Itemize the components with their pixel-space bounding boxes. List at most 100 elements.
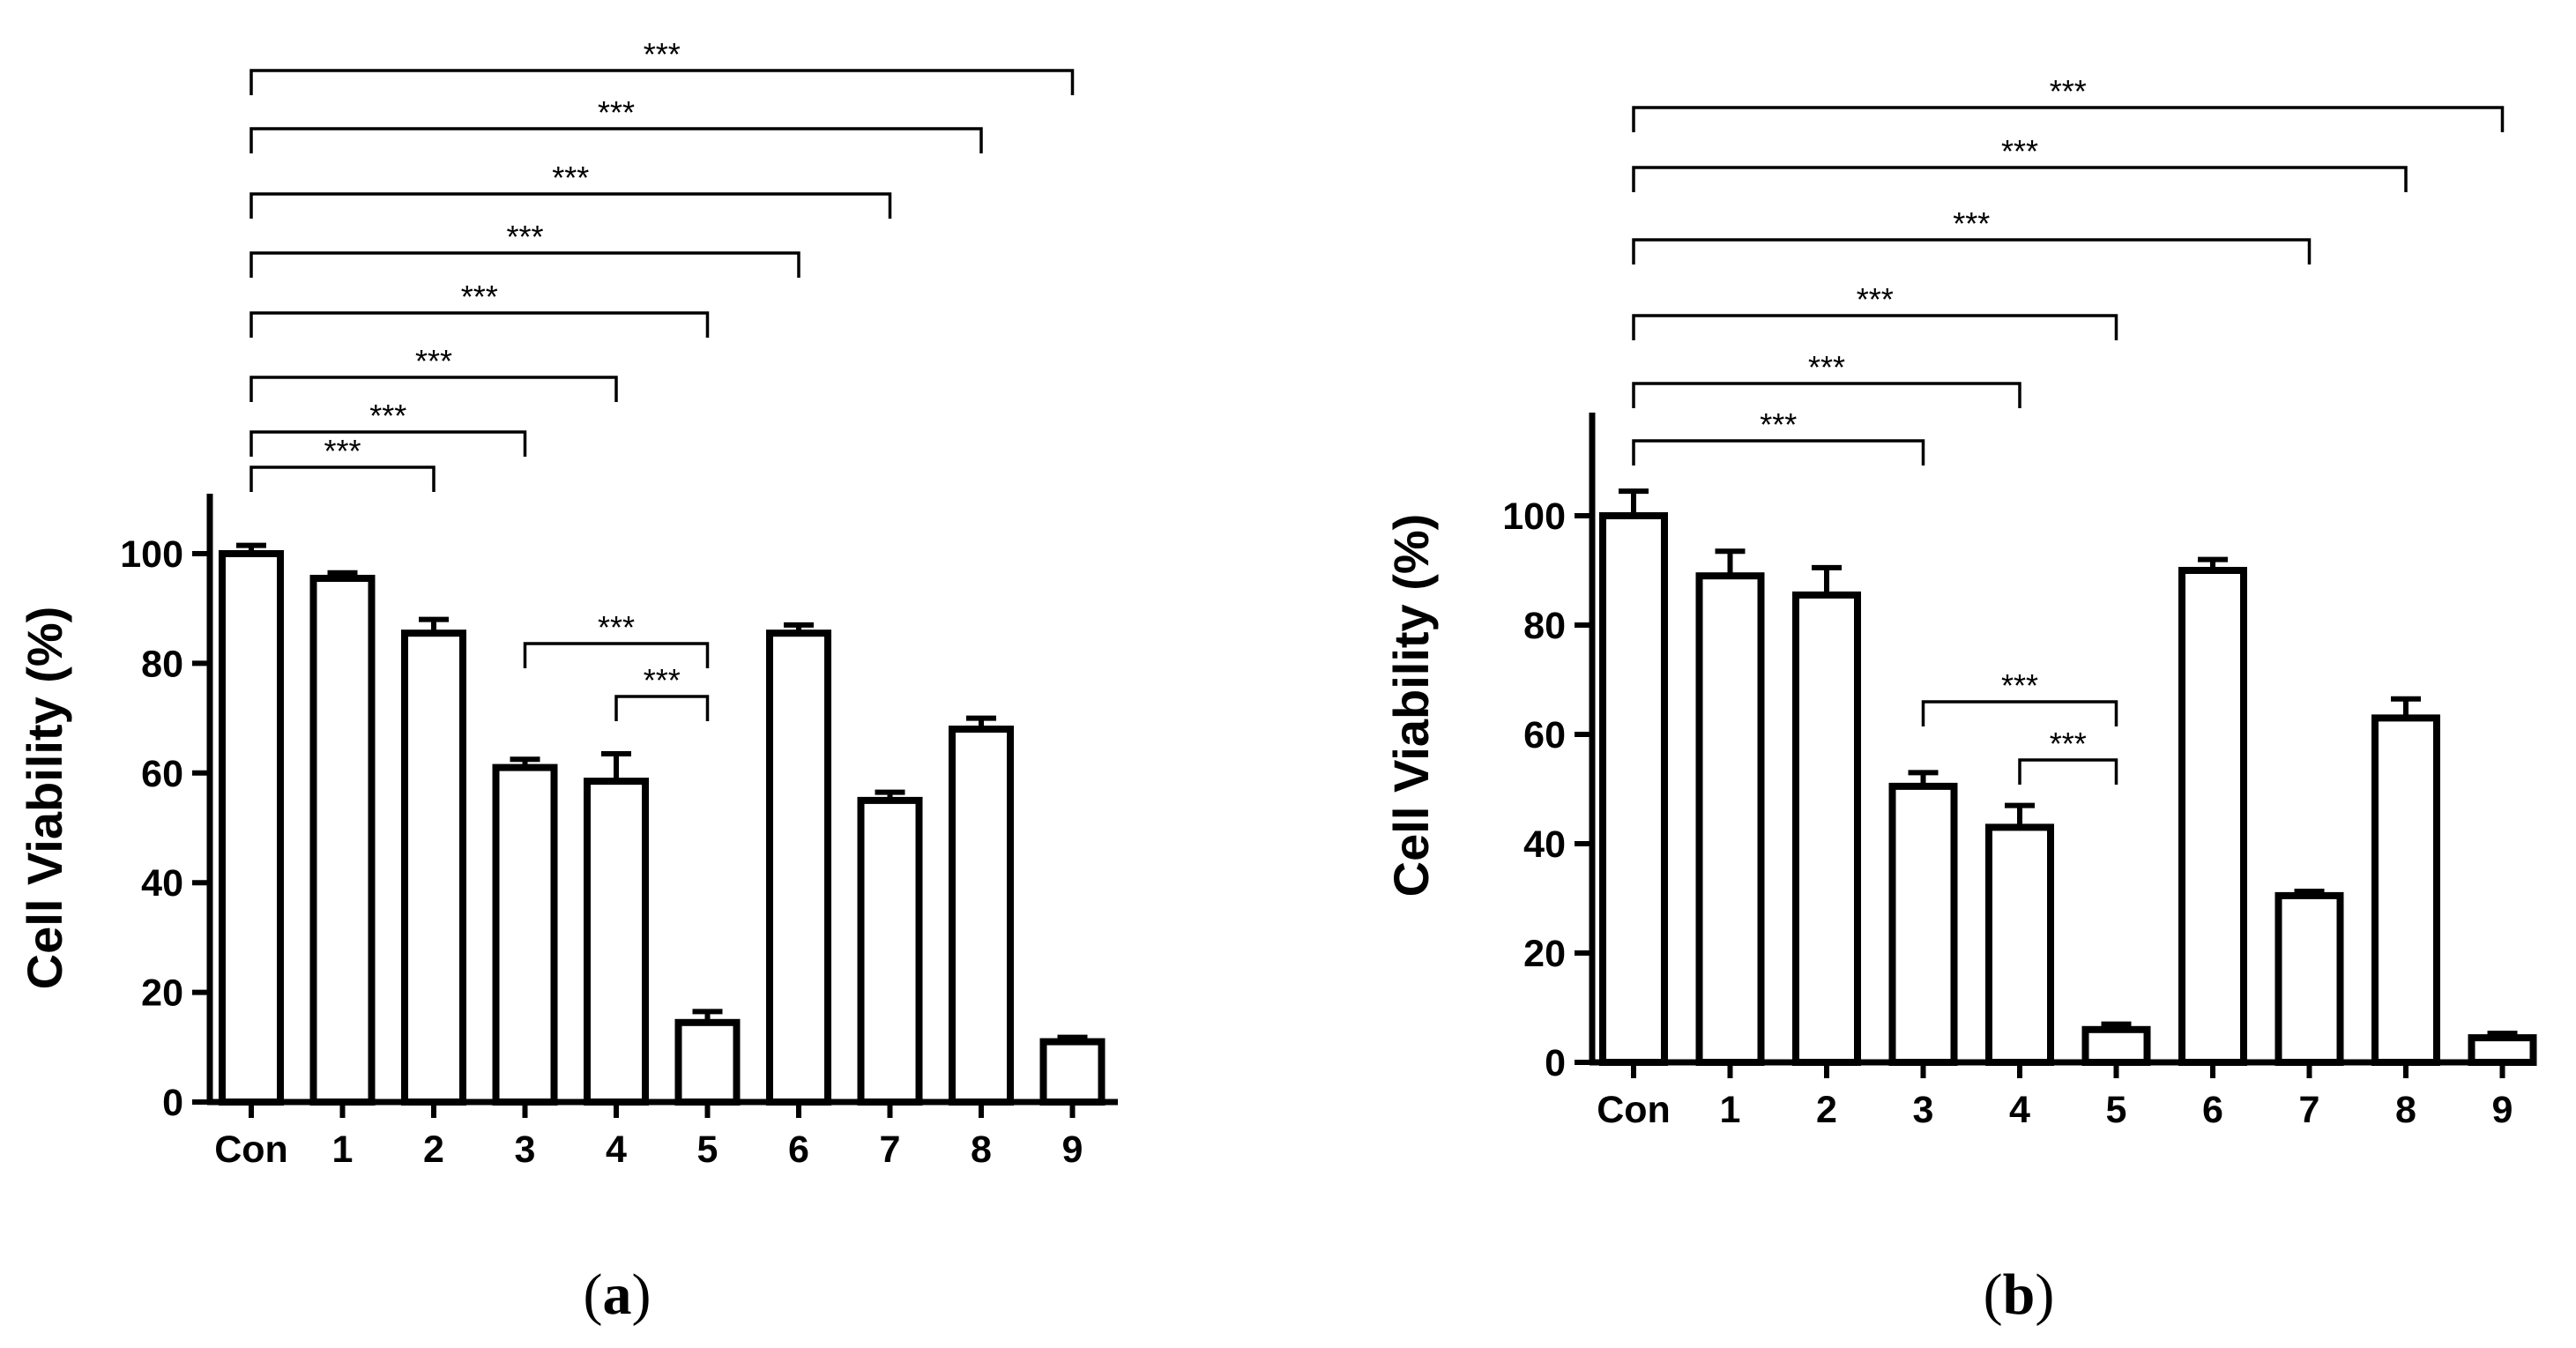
- panel-b-panel-paren-open: (: [1984, 1262, 2003, 1327]
- panel-b-significance-bracket: [1632, 238, 2312, 264]
- panel-b-significance-label: ***: [1760, 406, 1797, 443]
- panel-a-x-tick-label: 9: [1062, 1128, 1083, 1171]
- panel-a-bar: [492, 763, 558, 1106]
- panel-a-significance-bracket: [614, 695, 710, 721]
- panel-b-significance-bracket: [1632, 166, 2408, 192]
- panel-b-bar: [2371, 714, 2440, 1067]
- panel-a-bar: [219, 550, 284, 1106]
- panel-b-significance-label: ***: [1857, 281, 1894, 317]
- panel-b-x-tick-label: Con: [1597, 1089, 1671, 1131]
- panel-b-panel-label: (b): [1984, 1262, 2055, 1327]
- panel-b-x-tick-label: 5: [2106, 1089, 2127, 1131]
- panel-a-bar: [401, 629, 466, 1106]
- panel-a-significance-label: ***: [415, 343, 452, 379]
- panel-b-significance-bracket: [1632, 106, 2505, 132]
- panel-b-significance-label: ***: [2001, 133, 2038, 169]
- panel-a-y-tick-label: 60: [141, 753, 183, 795]
- panel-a-x-tick-label: 6: [788, 1128, 809, 1171]
- panel-a-significance-bracket: [249, 69, 1075, 95]
- panel-a-significance-bracket: [523, 642, 710, 668]
- panel-b-y-tick-label: 100: [1502, 495, 1566, 538]
- panel-b-y-tick-label: 20: [1523, 933, 1566, 975]
- panel-b-x-tick-label: 3: [1913, 1089, 1934, 1131]
- panel-b-chart: 0 20 40 60 80 100 Con 1 2 3 4 5 6 7 8 9 Cell Viability (…: [1383, 73, 2537, 1327]
- panel-b-x-tick-label: 8: [2395, 1089, 2416, 1131]
- panel-a-x-tick-label: Con: [214, 1128, 288, 1171]
- panel-a-y-tick-label: 0: [162, 1082, 183, 1124]
- panel-a-bar: [857, 796, 923, 1106]
- panel-a-significance-bracket: [249, 127, 983, 153]
- panel-b-x-tick-label: 7: [2299, 1089, 2320, 1131]
- panel-a-y-axis-label: Cell Viability (%): [17, 607, 72, 990]
- panel-a-bar: [949, 726, 1014, 1106]
- panel-b-significance-bracket: [1632, 439, 1925, 465]
- panel-a-significance-label: ***: [506, 219, 543, 255]
- panel-b-x-tick-label: 1: [1720, 1089, 1741, 1131]
- panel-a-bar: [309, 574, 376, 1106]
- panel-a-x-tick-label: 2: [423, 1128, 444, 1171]
- panel-b-panel-paren-close: ): [2035, 1262, 2054, 1327]
- panel-b-significance-label: ***: [1953, 205, 1990, 242]
- panel-a-bar: [674, 1018, 741, 1106]
- panel-b-significance-bracket: [2018, 758, 2118, 785]
- panel-a-y-tick-label: 100: [120, 533, 183, 576]
- panel-b-bar: [2468, 1034, 2537, 1066]
- panel-b-significance-bracket: [1921, 700, 2118, 726]
- panel-a-x-tick-label: 3: [515, 1128, 536, 1171]
- panel-b-significance-bracket: [1632, 314, 2118, 340]
- panel-a-y-tick-label: 20: [141, 972, 183, 1015]
- panel-a-x-tick-label: 5: [697, 1128, 718, 1171]
- panel-b-bar: [1985, 823, 2054, 1067]
- panel-b-significance-bracket: [1632, 382, 2021, 408]
- panel-a-y-tick-label: 40: [141, 862, 183, 905]
- panel-b-bar: [2081, 1025, 2151, 1067]
- panel-a-significance-label: ***: [461, 279, 498, 315]
- panel-a-panel-paren-close: ): [632, 1262, 651, 1327]
- panel-b-x-tick-label: 9: [2492, 1089, 2513, 1131]
- panel-b-bar: [1599, 512, 1668, 1066]
- panel-b-bar: [2178, 567, 2247, 1066]
- panel-a-significance-label: ***: [598, 94, 635, 130]
- panel-b-y-tick-label: 80: [1523, 605, 1566, 647]
- panel-b-y-tick-label: 40: [1523, 823, 1566, 866]
- panel-a-significance-label: ***: [598, 609, 635, 645]
- panel-a-significance-bracket: [249, 430, 527, 457]
- panel-a-panel-label: (a): [584, 1262, 651, 1327]
- panel-a-chart: 0 20 40 60 80 100 Con 1 2 3 4 5 6 7 8 9 Cell Viability (…: [17, 36, 1118, 1327]
- panel-b-x-tick-label: 2: [1816, 1089, 1837, 1131]
- panel-a-bar: [1039, 1038, 1106, 1106]
- panel-b-significance-label: ***: [1808, 349, 1845, 385]
- panel-a-panel-letter: a: [603, 1262, 632, 1327]
- panel-a-significance-bracket: [249, 465, 436, 492]
- panel-a-significance-label: ***: [324, 433, 361, 469]
- panel-a-significance-bracket: [249, 311, 710, 338]
- panel-a-bar: [766, 629, 831, 1106]
- panel-a-significance-bracket: [249, 192, 892, 219]
- panel-b-bar: [2274, 891, 2344, 1067]
- panel-b-y-tick-label: 0: [1545, 1042, 1566, 1084]
- panel-a-significance-label: ***: [644, 662, 681, 698]
- panel-a-significance-bracket: [249, 376, 618, 402]
- panel-a-x-tick-label: 4: [606, 1128, 627, 1171]
- panel-a-x-tick-label: 7: [880, 1128, 901, 1171]
- panel-a-panel-paren-open: (: [584, 1262, 603, 1327]
- panel-b-significance-label: ***: [2050, 726, 2087, 762]
- panel-b-panel-letter: b: [2003, 1262, 2036, 1327]
- panel-b-bar: [1888, 782, 1958, 1067]
- panel-b-y-axis-label: Cell Viability (%): [1383, 514, 1439, 897]
- panel-b-x-tick-label: 4: [2009, 1089, 2030, 1131]
- panel-a-significance-label: ***: [552, 160, 589, 196]
- panel-a-significance-label: ***: [369, 398, 406, 434]
- panel-a-bar: [584, 778, 649, 1106]
- panel-a-y-tick-label: 80: [141, 643, 183, 685]
- panel-a-x-tick-label: 1: [332, 1128, 354, 1171]
- panel-b-significance-label: ***: [2050, 73, 2087, 109]
- panel-a-significance-label: ***: [644, 36, 681, 72]
- panel-b-x-tick-label: 6: [2202, 1089, 2223, 1131]
- panel-b-significance-label: ***: [2001, 667, 2038, 704]
- panel-a-x-tick-label: 8: [971, 1128, 992, 1171]
- panel-b-bar: [1792, 591, 1861, 1066]
- panel-b-bar: [1695, 572, 1765, 1066]
- panel-b-y-tick-label: 60: [1523, 714, 1566, 756]
